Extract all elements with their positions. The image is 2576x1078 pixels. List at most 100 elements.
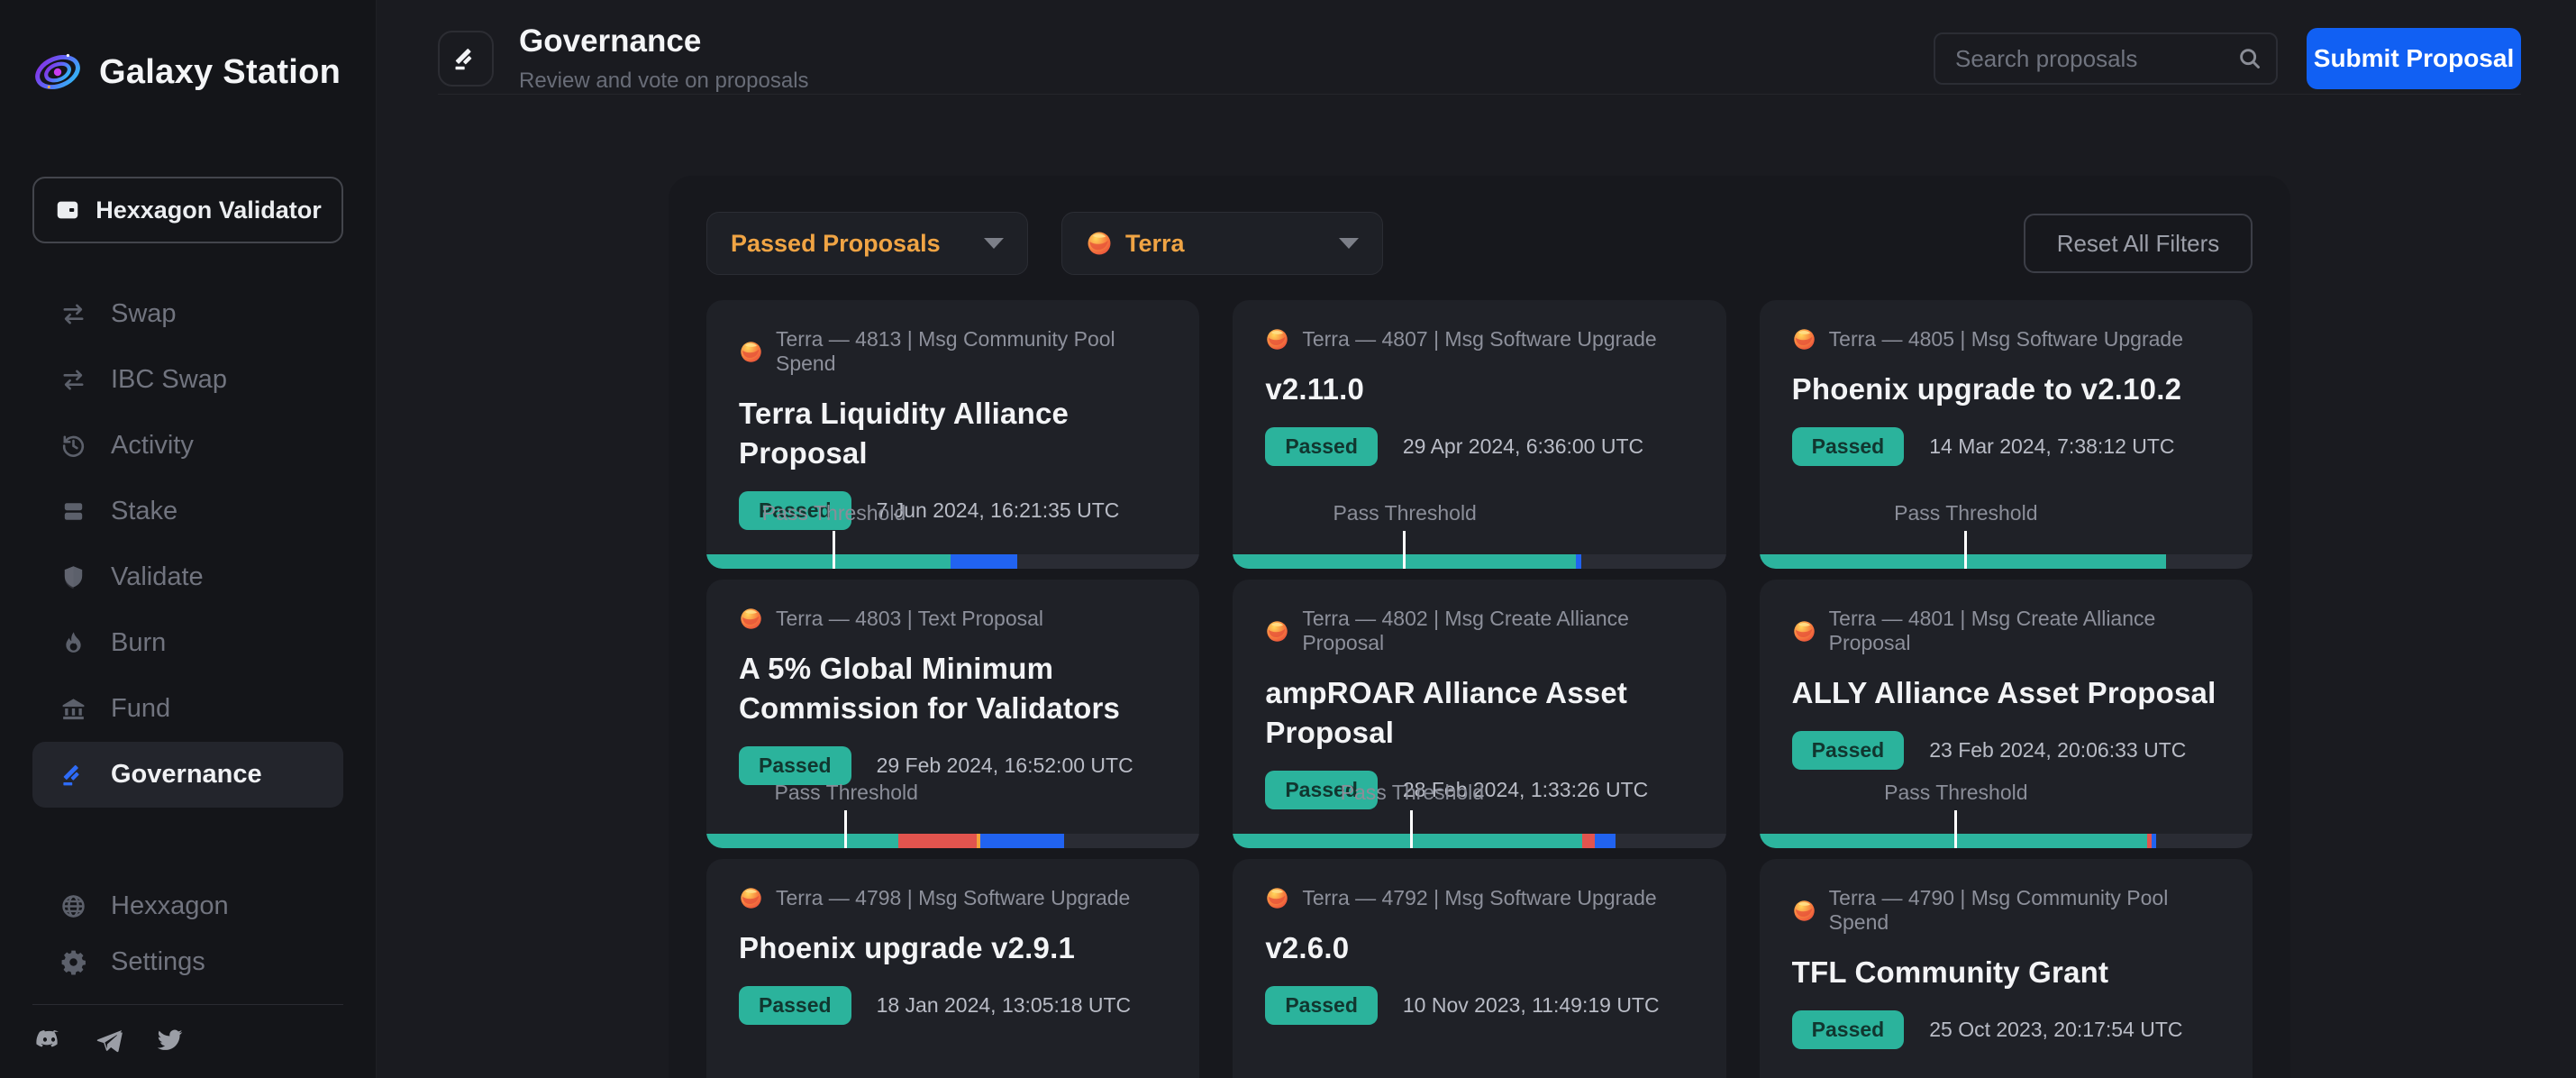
terra-chain-icon bbox=[1792, 619, 1816, 644]
chain-filter-dropdown[interactable]: Terra bbox=[1061, 212, 1383, 275]
proposal-title: TFL Community Grant bbox=[1792, 953, 2220, 992]
status-filter-value: Passed Proposals bbox=[731, 230, 941, 258]
vote-progress-bar bbox=[1760, 834, 2253, 848]
chevron-down-icon bbox=[984, 238, 1004, 249]
proposal-card[interactable]: Terra — 4803 | Text Proposal A 5% Global… bbox=[706, 580, 1199, 848]
sidebar-nav-item[interactable]: Activity bbox=[32, 413, 343, 479]
proposal-card[interactable]: Terra — 4798 | Msg Software Upgrade Phoe… bbox=[706, 859, 1199, 1078]
vote-progress-bar bbox=[1233, 834, 1725, 848]
wallet-icon bbox=[54, 196, 81, 224]
proposal-status-row: Passed 23 Feb 2024, 20:06:33 UTC bbox=[1792, 731, 2220, 770]
vote-bar-area: Pass Threshold bbox=[706, 511, 1199, 569]
discord-icon[interactable] bbox=[34, 1025, 64, 1059]
proposal-card[interactable]: Terra — 4801 | Msg Create Alliance Propo… bbox=[1760, 580, 2253, 848]
proposal-title: Phoenix upgrade to v2.10.2 bbox=[1792, 370, 2220, 409]
secondary-item-label: Hexxagon bbox=[111, 891, 229, 921]
proposal-meta: Terra — 4790 | Msg Community Pool Spend bbox=[1829, 886, 2220, 935]
sidebar-nav-item[interactable]: Stake bbox=[32, 479, 343, 544]
brand-logo[interactable]: Galaxy Station bbox=[32, 47, 343, 97]
status-badge: Passed bbox=[1265, 427, 1378, 466]
proposal-card[interactable]: Terra — 4792 | Msg Software Upgrade v2.6… bbox=[1233, 859, 1725, 1078]
page-header: Governance Review and vote on proposals … bbox=[438, 0, 2521, 95]
proposal-title: v2.11.0 bbox=[1265, 370, 1693, 409]
proposal-meta: Terra — 4798 | Msg Software Upgrade bbox=[776, 886, 1130, 910]
brand-name: Galaxy Station bbox=[99, 53, 341, 92]
pass-threshold-label: Pass Threshold bbox=[775, 781, 918, 805]
sidebar-secondary-item[interactable]: Settings bbox=[32, 934, 343, 990]
terra-chain-icon bbox=[739, 340, 763, 364]
status-badge: Passed bbox=[1792, 427, 1905, 466]
proposal-meta-row: Terra — 4805 | Msg Software Upgrade bbox=[1792, 327, 2220, 352]
proposal-title: v2.6.0 bbox=[1265, 928, 1693, 968]
nav-item-icon bbox=[59, 498, 87, 525]
chain-filter-value: Terra bbox=[1125, 230, 1185, 258]
status-filter-dropdown[interactable]: Passed Proposals bbox=[706, 212, 1028, 275]
nav-item-label: Burn bbox=[111, 628, 166, 658]
chevron-down-icon bbox=[1339, 238, 1359, 249]
proposal-meta: Terra — 4802 | Msg Create Alliance Propo… bbox=[1302, 607, 1693, 655]
pass-threshold-label: Pass Threshold bbox=[762, 501, 906, 525]
page-title: Governance bbox=[519, 23, 809, 59]
proposal-meta: Terra — 4801 | Msg Create Alliance Propo… bbox=[1829, 607, 2220, 655]
status-badge: Passed bbox=[1792, 731, 1905, 770]
proposal-meta-row: Terra — 4792 | Msg Software Upgrade bbox=[1265, 886, 1693, 910]
reset-filters-button[interactable]: Reset All Filters bbox=[2024, 214, 2253, 273]
search-box bbox=[1934, 32, 2278, 85]
main-content: Governance Review and vote on proposals … bbox=[377, 0, 2576, 1078]
proposal-card[interactable]: Terra — 4813 | Msg Community Pool Spend … bbox=[706, 300, 1199, 569]
proposal-title: ampROAR Alliance Asset Proposal bbox=[1265, 673, 1693, 753]
terra-chain-icon bbox=[1792, 899, 1816, 923]
pass-threshold-label: Pass Threshold bbox=[1333, 501, 1476, 525]
proposal-status-row: Passed 25 Oct 2023, 20:17:54 UTC bbox=[1792, 1010, 2220, 1049]
status-badge: Passed bbox=[1265, 986, 1378, 1025]
terra-chain-icon bbox=[1265, 619, 1289, 644]
proposal-meta: Terra — 4807 | Msg Software Upgrade bbox=[1302, 327, 1656, 352]
wallet-button[interactable]: Hexxagon Validator bbox=[32, 177, 343, 243]
nav-item-icon bbox=[59, 629, 87, 657]
search-input[interactable] bbox=[1934, 32, 2278, 85]
pass-threshold-label: Pass Threshold bbox=[1894, 501, 2037, 525]
sidebar-secondary-item[interactable]: Hexxagon bbox=[32, 878, 343, 934]
proposal-card[interactable]: Terra — 4802 | Msg Create Alliance Propo… bbox=[1233, 580, 1725, 848]
proposal-meta: Terra — 4813 | Msg Community Pool Spend bbox=[776, 327, 1167, 376]
twitter-icon[interactable] bbox=[155, 1025, 185, 1059]
app-window: Galaxy Station Hexxagon Validator Swap I… bbox=[0, 0, 2576, 1078]
social-links bbox=[32, 1025, 343, 1059]
secondary-item-icon bbox=[59, 892, 87, 920]
proposal-meta-row: Terra — 4802 | Msg Create Alliance Propo… bbox=[1265, 607, 1693, 655]
wallet-label: Hexxagon Validator bbox=[96, 196, 322, 224]
terra-chain-icon bbox=[1265, 886, 1289, 910]
proposals-panel: Passed Proposals Terra Reset All Filters bbox=[669, 176, 2290, 1078]
sidebar-nav-item[interactable]: Validate bbox=[32, 544, 343, 610]
nav-item-icon bbox=[59, 563, 87, 591]
proposal-card[interactable]: Terra — 4805 | Msg Software Upgrade Phoe… bbox=[1760, 300, 2253, 569]
nav-item-label: Governance bbox=[111, 760, 262, 790]
sidebar: Galaxy Station Hexxagon Validator Swap I… bbox=[0, 0, 377, 1078]
proposal-title: ALLY Alliance Asset Proposal bbox=[1792, 673, 2220, 713]
vote-bar-area: Pass Threshold bbox=[1233, 790, 1725, 848]
proposal-card[interactable]: Terra — 4807 | Msg Software Upgrade v2.1… bbox=[1233, 300, 1725, 569]
sidebar-nav-item[interactable]: Burn bbox=[32, 610, 343, 676]
proposal-card[interactable]: Terra — 4790 | Msg Community Pool Spend … bbox=[1760, 859, 2253, 1078]
proposal-title: Terra Liquidity Alliance Proposal bbox=[739, 394, 1167, 473]
proposal-date: 29 Apr 2024, 6:36:00 UTC bbox=[1403, 434, 1643, 459]
proposal-date: 14 Mar 2024, 7:38:12 UTC bbox=[1929, 434, 2174, 459]
sidebar-nav-item[interactable]: IBC Swap bbox=[32, 347, 343, 413]
submit-proposal-button[interactable]: Submit Proposal bbox=[2307, 28, 2521, 89]
sidebar-nav-item[interactable]: Governance bbox=[32, 742, 343, 808]
sidebar-nav-item[interactable]: Swap bbox=[32, 281, 343, 347]
proposal-status-row: Passed 29 Feb 2024, 16:52:00 UTC bbox=[739, 746, 1167, 785]
sidebar-nav-item[interactable]: Fund bbox=[32, 676, 343, 742]
nav-item-label: Stake bbox=[111, 497, 177, 526]
proposal-status-row: Passed 10 Nov 2023, 11:49:19 UTC bbox=[1265, 986, 1693, 1025]
vote-bar-area: Pass Threshold bbox=[1233, 511, 1725, 569]
nav-item-label: Swap bbox=[111, 299, 177, 329]
status-badge: Passed bbox=[739, 986, 851, 1025]
telegram-icon[interactable] bbox=[95, 1025, 124, 1059]
terra-chain-icon bbox=[1265, 327, 1289, 352]
pass-threshold-label: Pass Threshold bbox=[1884, 781, 2027, 805]
governance-header-iconbox bbox=[438, 31, 494, 87]
proposal-meta-row: Terra — 4801 | Msg Create Alliance Propo… bbox=[1792, 607, 2220, 655]
sidebar-secondary-nav: Hexxagon Settings bbox=[32, 878, 343, 990]
vote-progress-bar bbox=[1233, 554, 1725, 569]
